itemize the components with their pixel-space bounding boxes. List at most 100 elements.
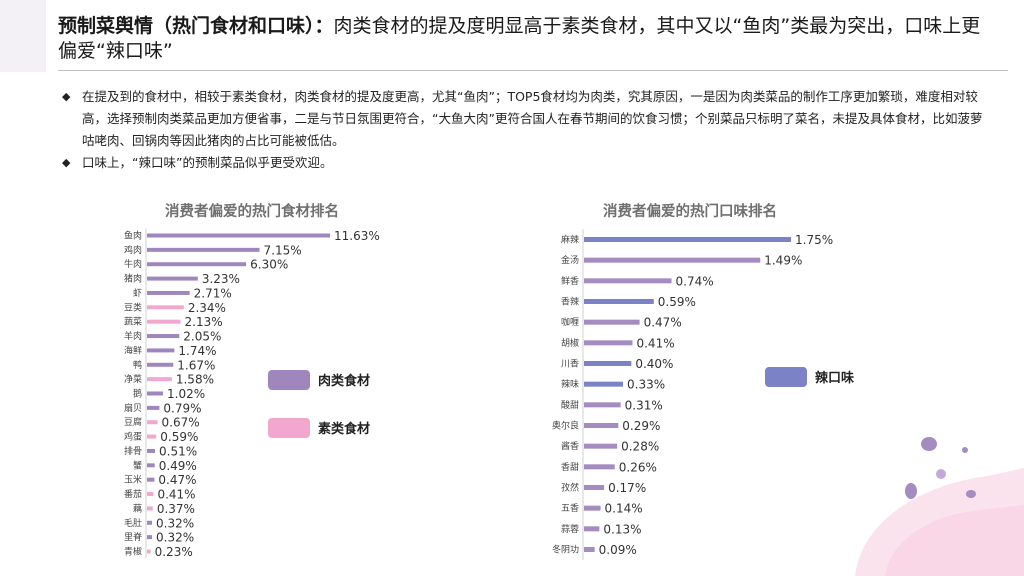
bar: [584, 526, 600, 532]
bar: [147, 420, 158, 425]
bullet-item-2: ◆ 口味上，“辣口味”的预制菜品似乎更受欢迎。: [62, 152, 992, 174]
page-title: 预制菜舆情（热门食材和口味）：肉类食材的提及度明显高于素类食材，其中又以“鱼肉”…: [58, 14, 998, 64]
purple-dot: [962, 447, 968, 453]
title-divider: [58, 70, 1008, 71]
page-title-bold: 预制菜舆情（热门食材和口味）：: [58, 15, 334, 37]
category-label: 排骨: [124, 445, 142, 457]
bar: [584, 319, 640, 325]
data-label: 0.28%: [621, 440, 659, 454]
data-label: 11.63%: [334, 229, 380, 243]
category-label: 辣味: [561, 378, 579, 390]
legend-label: 肉类食材: [318, 373, 370, 389]
data-label: 0.31%: [625, 398, 663, 412]
category-label: 鸡蛋: [124, 431, 142, 443]
category-label: 蟹: [133, 459, 142, 471]
bar: [147, 247, 260, 252]
bar: [584, 443, 618, 449]
bar: [147, 405, 160, 410]
data-label: 6.30%: [250, 258, 288, 272]
decorative-blobs: [855, 437, 1024, 576]
data-label: 0.32%: [156, 531, 194, 545]
category-label: 蔬菜: [124, 316, 142, 328]
data-label: 0.17%: [608, 481, 646, 495]
category-label: 虾: [133, 287, 142, 299]
data-label: 0.79%: [163, 401, 201, 415]
taste-chart-title: 消费者偏爱的热门口味排名: [603, 204, 777, 220]
bar: [584, 423, 619, 428]
category-label: 鲜香: [561, 275, 579, 287]
legend-label: 辣口味: [815, 370, 854, 386]
bar: [584, 361, 632, 366]
category-label: 扇贝: [124, 402, 142, 414]
data-label: 2.34%: [188, 301, 226, 315]
pink-corner-blob-inner: [885, 505, 1024, 576]
bar: [584, 505, 601, 511]
bar: [584, 278, 672, 284]
category-label: 豆类: [124, 301, 142, 313]
bar: [147, 290, 190, 295]
data-label: 0.51%: [159, 444, 197, 458]
data-label: 1.74%: [178, 344, 216, 358]
data-label: 1.67%: [177, 358, 215, 372]
category-label: 猪肉: [124, 273, 142, 285]
bullet-list: ◆ 在提及到的食材中，相较于素类食材，肉类食材的提及度更高，尤其“鱼肉”；TOP…: [62, 86, 992, 174]
data-label: 1.75%: [795, 233, 833, 247]
data-label: 0.47%: [644, 316, 682, 330]
bar: [147, 535, 153, 540]
bar: [147, 448, 156, 453]
bar: [584, 464, 615, 470]
bullet-text-1: 在提及到的食材中，相较于素类食材，肉类食材的提及度更高，尤其“鱼肉”；TOP5食…: [82, 89, 983, 148]
corner-accent: [0, 0, 46, 72]
purple-dot: [966, 490, 976, 498]
bar: [147, 434, 157, 439]
data-label: 2.71%: [194, 286, 232, 300]
legend-label: 素类食材: [318, 421, 370, 437]
data-label: 0.41%: [636, 336, 674, 350]
category-label: 毛肚: [124, 517, 142, 529]
data-label: 0.26%: [619, 460, 657, 474]
category-label: 酱香: [561, 440, 579, 452]
category-label: 鸭: [133, 359, 142, 371]
bullet-text-2: 口味上，“辣口味”的预制菜品似乎更受欢迎。: [82, 155, 333, 170]
data-label: 0.29%: [622, 419, 660, 433]
bar: [584, 237, 791, 242]
purple-dot: [921, 437, 937, 451]
category-label: 玉米: [124, 474, 142, 486]
bar: [584, 340, 633, 346]
data-label: 0.23%: [155, 545, 193, 559]
bar: [147, 377, 172, 382]
category-label: 牛肉: [124, 258, 142, 270]
data-label: 0.40%: [635, 357, 673, 371]
ingredient-bar-chart: 鱼肉 11.63% 鸡肉 7.15% 牛肉 6.30% 猪肉 3.23% 虾 2.71% 豆类 2.3…: [124, 228, 380, 559]
category-label: 蒜蓉: [561, 523, 579, 535]
category-label: 鸡肉: [124, 244, 142, 256]
category-label: 香甜: [561, 461, 579, 473]
category-label: 藕: [133, 502, 142, 514]
legend-swatch: [268, 418, 310, 438]
data-label: 1.02%: [167, 387, 205, 401]
data-label: 0.49%: [159, 459, 197, 473]
data-label: 0.33%: [627, 378, 665, 392]
page-title-rest: 肉类食材的提及度明显高于素类食材，其中又以“鱼肉”类最为突出，口味上更偏爱“辣口…: [58, 15, 981, 62]
category-label: 咖喱: [561, 316, 579, 328]
bar: [147, 362, 174, 367]
category-label: 川香: [561, 359, 579, 370]
data-label: 0.47%: [158, 473, 196, 487]
bar: [147, 334, 180, 339]
ingredient-chart-title: 消费者偏爱的热门食材排名: [165, 204, 339, 220]
category-label: 香辣: [561, 296, 579, 308]
bar: [147, 276, 198, 281]
legend-swatch: [268, 370, 310, 390]
category-label: 鱼肉: [124, 230, 142, 242]
bar: [147, 520, 153, 525]
data-label: 0.32%: [156, 516, 194, 530]
category-label: 胡椒: [561, 337, 579, 349]
bar: [147, 348, 175, 353]
data-label: 0.14%: [605, 502, 643, 516]
bar: [584, 299, 654, 304]
data-label: 0.74%: [676, 274, 714, 288]
category-label: 酸甜: [561, 399, 579, 411]
data-label: 1.58%: [176, 373, 214, 387]
bar: [584, 257, 761, 263]
category-label: 番茄: [124, 488, 142, 500]
